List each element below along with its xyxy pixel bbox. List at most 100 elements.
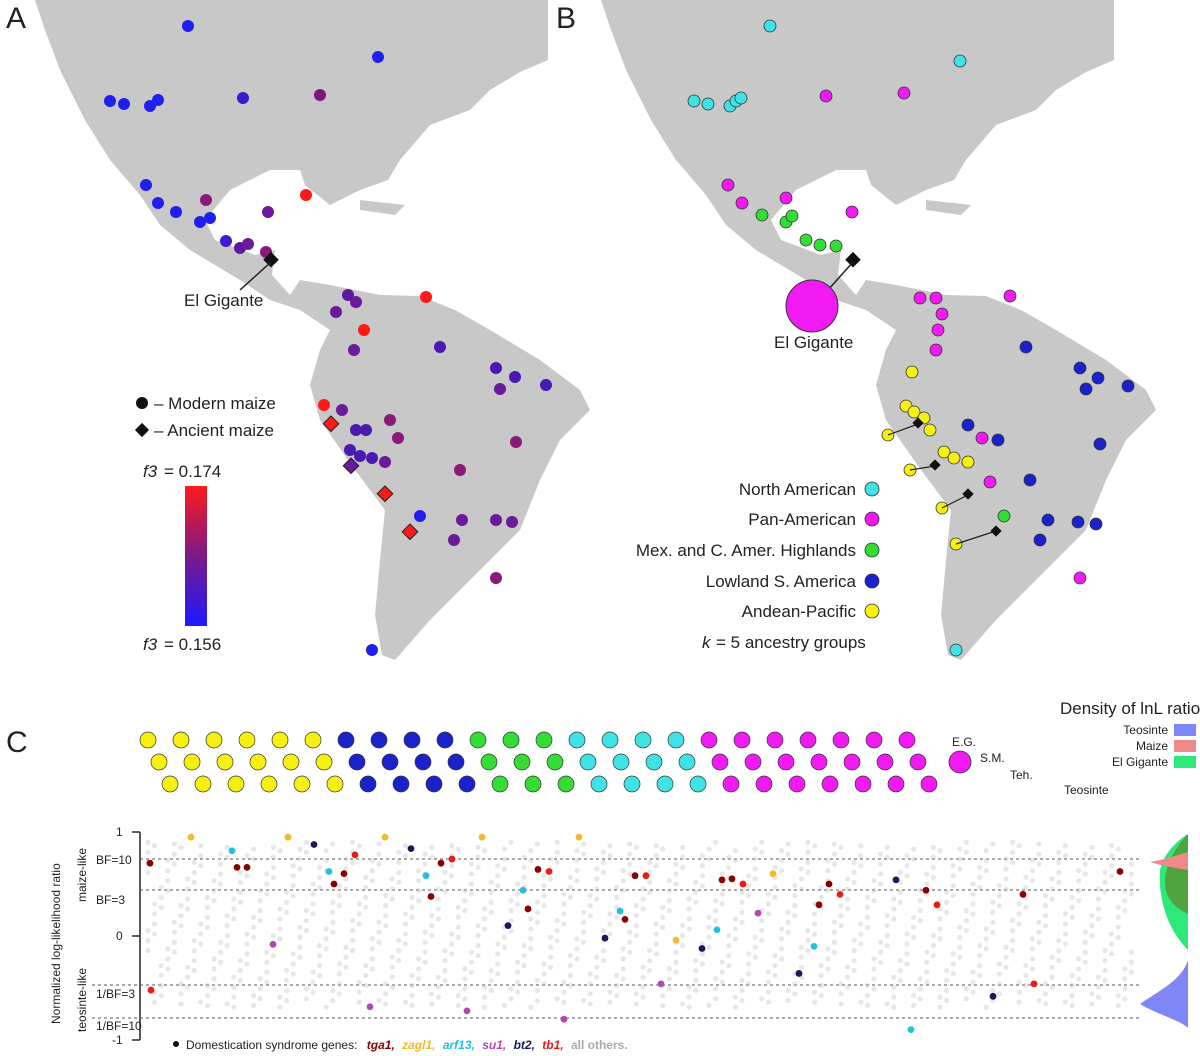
other-gene-point	[171, 861, 177, 867]
el-gigante-pie	[785, 279, 839, 333]
ancestry-pie	[832, 731, 850, 749]
other-gene-point	[1056, 849, 1062, 855]
other-gene-point	[554, 859, 560, 865]
other-gene-point	[1128, 949, 1134, 955]
ancestry-pie	[458, 775, 476, 793]
scale-bottom-value: = 0.156	[164, 635, 221, 654]
other-gene-point	[647, 859, 653, 865]
other-gene-point	[1036, 929, 1042, 935]
other-gene-point	[706, 934, 712, 940]
other-gene-point	[1115, 1002, 1121, 1009]
other-gene-point	[521, 952, 527, 959]
other-gene-point	[422, 929, 428, 935]
bt2-point	[892, 876, 900, 884]
other-gene-point	[369, 878, 375, 884]
other-gene-point	[891, 1004, 897, 1010]
other-gene-point	[336, 971, 342, 977]
other-gene-point	[930, 942, 937, 949]
other-gene-point	[792, 981, 798, 987]
other-gene-point	[508, 996, 514, 1002]
other-gene-point	[1056, 859, 1062, 865]
other-gene-point	[218, 851, 224, 857]
label-sm: S.M.	[980, 751, 1005, 765]
other-gene-point	[897, 899, 904, 905]
threshold-1bf3: 1/BF=3	[96, 987, 135, 1001]
map-b-leaders	[887, 423, 997, 545]
other-gene-point	[396, 937, 402, 944]
other-gene-point	[290, 893, 296, 899]
other-gene-point	[739, 997, 745, 1004]
other-gene-point	[356, 999, 362, 1005]
other-gene-point	[996, 971, 1003, 977]
other-gene-point	[171, 919, 177, 925]
other-gene-point	[429, 844, 435, 850]
other-gene-point	[442, 947, 448, 954]
other-gene-point	[1122, 966, 1128, 972]
other-gene-point	[435, 906, 441, 912]
other-gene-point	[891, 994, 897, 1000]
other-gene-point	[356, 911, 362, 917]
other-gene-point	[838, 991, 844, 997]
other-gene-point	[574, 946, 580, 952]
other-gene-point	[290, 951, 296, 957]
other-gene-point	[501, 856, 507, 862]
tga1-point	[825, 880, 833, 888]
other-gene-point	[521, 874, 527, 880]
other-gene-point	[1069, 972, 1075, 979]
other-gene-point	[158, 962, 164, 969]
other-gene-point	[244, 941, 250, 947]
k-var: k	[702, 633, 712, 652]
other-gene-point	[1029, 946, 1035, 952]
other-gene-point	[508, 898, 514, 904]
other-gene-point	[1010, 947, 1016, 954]
arf13-point	[713, 926, 721, 934]
arf13-point	[907, 1026, 915, 1033]
other-gene-point	[548, 934, 554, 940]
other-gene-point	[765, 969, 772, 975]
other-gene-point	[805, 869, 811, 875]
ancestry-pie	[260, 775, 278, 793]
other-gene-point	[1029, 936, 1035, 942]
other-gene-point	[1010, 937, 1016, 944]
group-label-north-american: North American	[739, 480, 856, 499]
other-gene-point	[297, 846, 303, 852]
label-teosinte: Teosinte	[1064, 783, 1109, 797]
other-gene-point	[211, 956, 217, 962]
other-gene-point	[884, 854, 890, 860]
other-gene-point	[620, 868, 626, 874]
other-gene-point	[977, 952, 983, 959]
other-gene-point	[746, 971, 752, 977]
other-gene-point	[587, 991, 593, 997]
other-gene-point	[475, 844, 481, 850]
other-gene-point	[614, 914, 620, 920]
other-gene-point	[779, 946, 785, 952]
other-gene-point	[435, 886, 441, 892]
other-gene-point	[1102, 889, 1108, 895]
el-gigante-marker-a	[263, 251, 279, 268]
other-gene-point	[561, 999, 567, 1005]
other-gene-point	[990, 909, 996, 915]
ancestry-pie	[700, 731, 718, 749]
other-gene-point	[897, 977, 904, 984]
other-gene-point	[350, 918, 356, 924]
other-gene-point	[845, 886, 851, 892]
ancestry-pie	[502, 731, 520, 749]
other-gene-point	[165, 946, 171, 952]
other-gene-point	[719, 901, 725, 907]
other-gene-point	[798, 954, 805, 960]
other-gene-point	[152, 901, 158, 907]
other-gene-point	[594, 896, 600, 902]
other-gene-point	[416, 956, 422, 962]
other-gene-point	[534, 987, 541, 994]
other-gene-point	[640, 896, 646, 902]
other-gene-point	[878, 949, 884, 955]
other-gene-point	[620, 946, 626, 952]
other-gene-point	[303, 996, 309, 1002]
other-gene-point	[191, 879, 197, 885]
maize-like-label: maize-like	[75, 848, 89, 902]
gene-legend-prefix: Domestication syndrome genes:	[186, 1038, 357, 1052]
other-gene-point	[330, 929, 336, 935]
other-gene-point	[376, 919, 382, 925]
other-gene-point	[805, 859, 811, 865]
other-gene-point	[495, 941, 501, 947]
